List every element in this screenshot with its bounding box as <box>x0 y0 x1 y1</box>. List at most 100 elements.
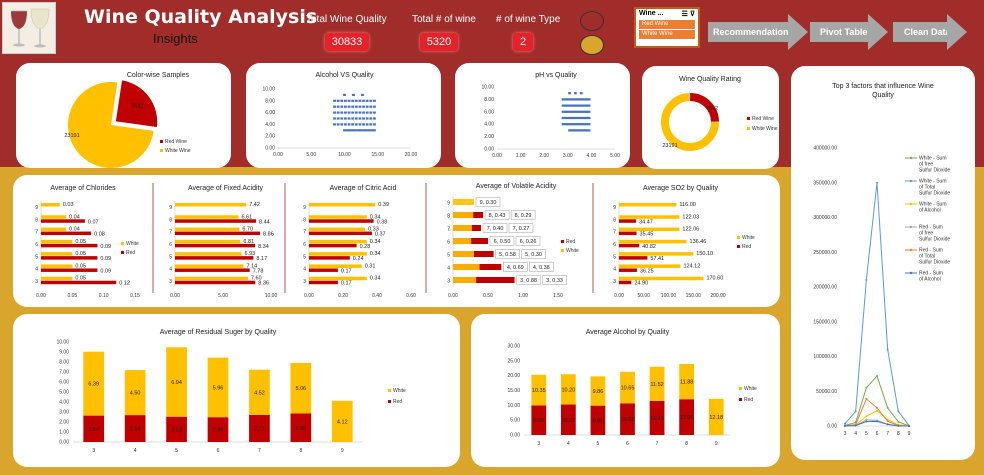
y-tick-label: 6.00 <box>484 109 494 115</box>
y-tick-label: 4.00 <box>59 400 69 406</box>
scatter-point <box>370 129 374 132</box>
scatter-point <box>362 117 365 120</box>
bar-red <box>175 219 257 223</box>
legend-red-wine-swatch <box>160 140 163 143</box>
scatter-point <box>362 99 365 102</box>
kpi-value-total-quality: 30833 <box>325 33 369 51</box>
bar-red <box>309 219 374 223</box>
donut-segment-white <box>661 93 719 151</box>
scatter-point <box>575 129 579 132</box>
scatter-point <box>582 116 586 120</box>
y-tick-label: 4 <box>169 267 172 273</box>
y-tick-label: 3 <box>169 279 172 285</box>
bar-white <box>175 252 242 256</box>
data-label-white: 9.86 <box>593 389 604 395</box>
scatter-point <box>362 129 365 132</box>
scatter-point <box>580 116 584 120</box>
bar-white <box>41 276 73 281</box>
scatter-point <box>359 129 363 132</box>
scatter-point <box>361 93 364 96</box>
data-label: 4, 0.69 <box>507 265 524 271</box>
scatter-point <box>575 110 579 113</box>
slicer-filter-icon[interactable]: ☰ ⊽ <box>681 11 695 18</box>
scatter-point <box>561 110 565 113</box>
data-label-red: 24.90 <box>634 281 648 287</box>
bar-red <box>166 416 187 442</box>
x-tick-label: 6 <box>876 431 879 437</box>
chart-title: pH vs Quality <box>535 72 577 79</box>
x-tick-label: 2.00 <box>539 153 549 159</box>
data-label-red: 8.17 <box>256 256 267 262</box>
y-tick-label: 0.00 <box>484 147 494 153</box>
scatter-point <box>344 99 347 102</box>
bar-red <box>619 219 637 223</box>
wine-type-slicer[interactable]: Wine ... ☰ ⊽ Red Wine White Wine <box>634 7 700 48</box>
data-label-white: 124.12 <box>683 263 700 269</box>
data-label-white: 0.05 <box>75 239 86 245</box>
data-label-red: 0.28 <box>360 244 371 250</box>
data-label-red: 2.69 <box>130 427 141 433</box>
scatter-point <box>571 129 575 132</box>
bar-red <box>679 399 695 435</box>
data-label-white: 23191 <box>662 143 677 149</box>
y-tick-label: 7 <box>613 230 616 236</box>
chart-title: Wine Quality Rating <box>679 76 741 83</box>
line-point <box>897 424 900 427</box>
line-point <box>865 279 868 282</box>
bar-white <box>560 374 576 405</box>
clean-data-button[interactable]: Clean Data <box>893 14 967 50</box>
bar-white <box>41 252 73 256</box>
data-label: 3, 0.88 <box>520 278 537 284</box>
data-label-red: 0.38 <box>377 219 388 225</box>
data-label-white: 122.06 <box>682 227 699 233</box>
bar-white <box>41 215 67 219</box>
legend-red: Red <box>744 397 753 403</box>
scatter-point <box>336 105 340 108</box>
data-label-white: 10.20 <box>561 387 575 393</box>
line-point <box>844 424 846 427</box>
scatter-point <box>573 98 577 101</box>
data-label-red: 35.45 <box>640 232 654 238</box>
data-label: 7, 0.27 <box>513 226 530 232</box>
scatter-point <box>344 105 347 108</box>
scatter-point <box>585 110 589 113</box>
pivot-table-button[interactable]: Pivot Table <box>810 14 888 50</box>
scatter-point <box>569 129 573 132</box>
scatter-point <box>336 123 340 126</box>
pivot-table-label: Pivot Table <box>810 22 870 42</box>
arrow-right-icon <box>947 14 967 50</box>
data-label-white: 4.12 <box>337 419 348 425</box>
y-tick-label: 5.00 <box>59 390 69 396</box>
scatter-point <box>365 117 369 120</box>
y-tick-label: 9 <box>613 205 616 211</box>
legend-label: Red - Sum of Total Sulfur Dioxide <box>919 248 950 266</box>
scatter-point <box>347 123 351 126</box>
legend-white: White <box>126 241 139 247</box>
scatter-point <box>333 111 336 114</box>
pie-slice-white <box>68 82 154 168</box>
data-label-red: 12.06 <box>680 415 694 421</box>
line-point <box>876 374 878 377</box>
scatter-point <box>351 117 355 120</box>
scatter-point <box>566 98 570 101</box>
scatter-point <box>365 123 369 126</box>
line-point <box>865 397 868 400</box>
c-donut-svg: Wine Quality Rating 7642 23191 Red Wine Whit… <box>661 76 778 151</box>
slicer-item-red-wine[interactable]: Red Wine <box>639 20 695 29</box>
y-tick-label: 3 <box>447 279 450 285</box>
bar-white <box>175 264 244 268</box>
data-label-white: 150.10 <box>696 251 713 257</box>
slicer-item-white-wine[interactable]: White Wine <box>639 30 695 39</box>
recommendation-button[interactable]: Recommendation <box>708 14 808 50</box>
scatter-point <box>564 104 567 107</box>
data-label-white: 0.34 <box>370 276 381 282</box>
x-tick-label: 5 <box>865 431 868 437</box>
data-label-white: 23191 <box>64 133 79 139</box>
color-wise-card: Color-wise Samples 7642 23191 Red Wine White… <box>16 63 231 168</box>
bar-red <box>175 231 261 236</box>
x-tick-label: 150.00 <box>686 293 702 299</box>
x-tick-label: 50.00 <box>637 293 650 299</box>
y-tick-label: 7 <box>169 230 172 236</box>
scatter-point <box>365 105 369 108</box>
scatter-point <box>353 129 357 132</box>
